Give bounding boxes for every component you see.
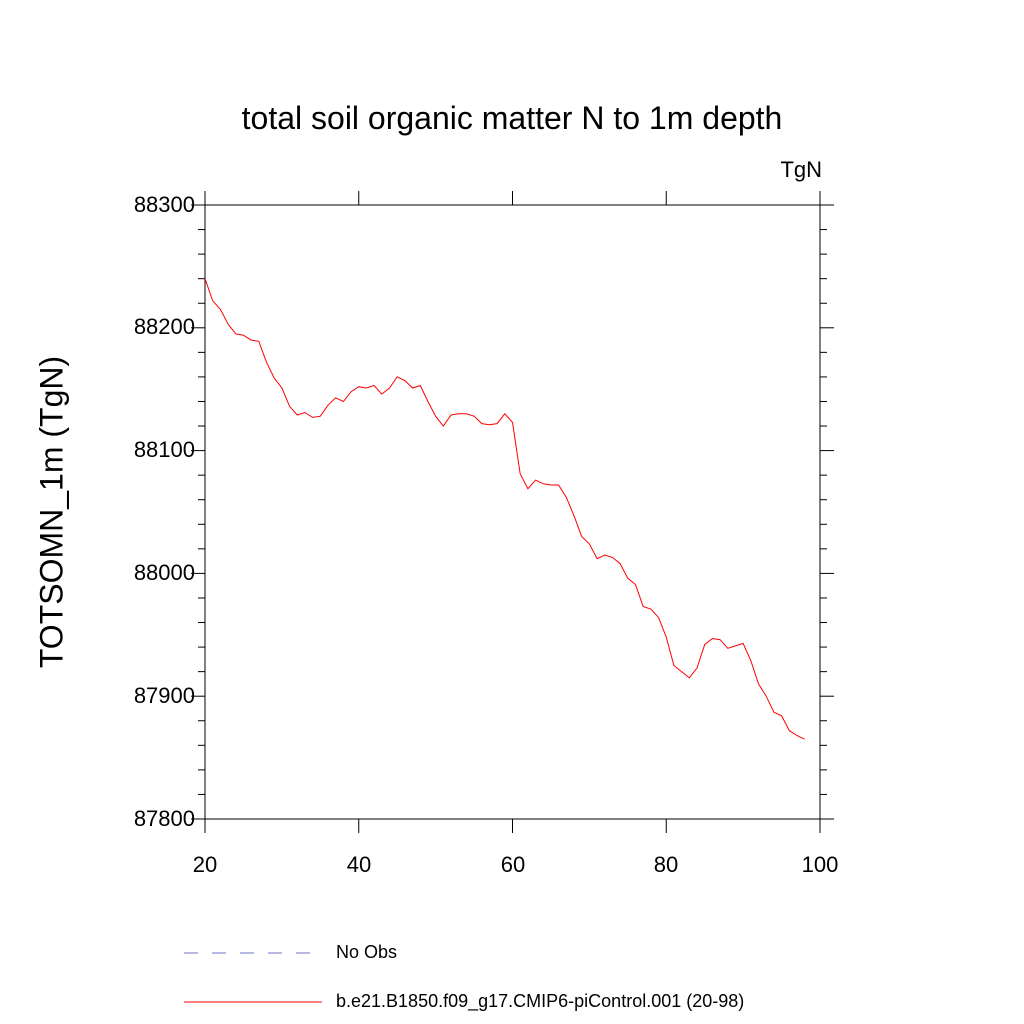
x-tick-label: 60 <box>500 852 526 877</box>
y-tick-label: 88200 <box>133 314 195 339</box>
y-tick-label: 88300 <box>133 192 195 217</box>
chart-title: total soil organic matter N to 1m depth <box>241 100 783 136</box>
y-tick-label: 87900 <box>133 683 195 708</box>
plot-frame <box>204 204 821 820</box>
y-tick-label: 87800 <box>133 806 195 831</box>
units-label: TgN <box>780 157 822 182</box>
y-tick-label: 88100 <box>133 437 195 462</box>
y-tick-marks <box>191 204 834 820</box>
x-tick-label: 20 <box>192 852 218 877</box>
y-tick-label: 88000 <box>133 560 195 585</box>
y-axis-label: TOTSOMN_1m (TgN) <box>33 355 70 669</box>
legend-label-picontrol: b.e21.B1850.f09_g17.CMIP6-piControl.001 … <box>336 991 745 1011</box>
x-tick-marks <box>204 191 821 833</box>
x-tick-label: 40 <box>346 852 372 877</box>
x-tick-label: 80 <box>653 852 679 877</box>
x-tick-label: 100 <box>801 852 839 877</box>
series-line-piControl <box>204 278 805 740</box>
legend-label-no-obs: No Obs <box>336 942 398 962</box>
